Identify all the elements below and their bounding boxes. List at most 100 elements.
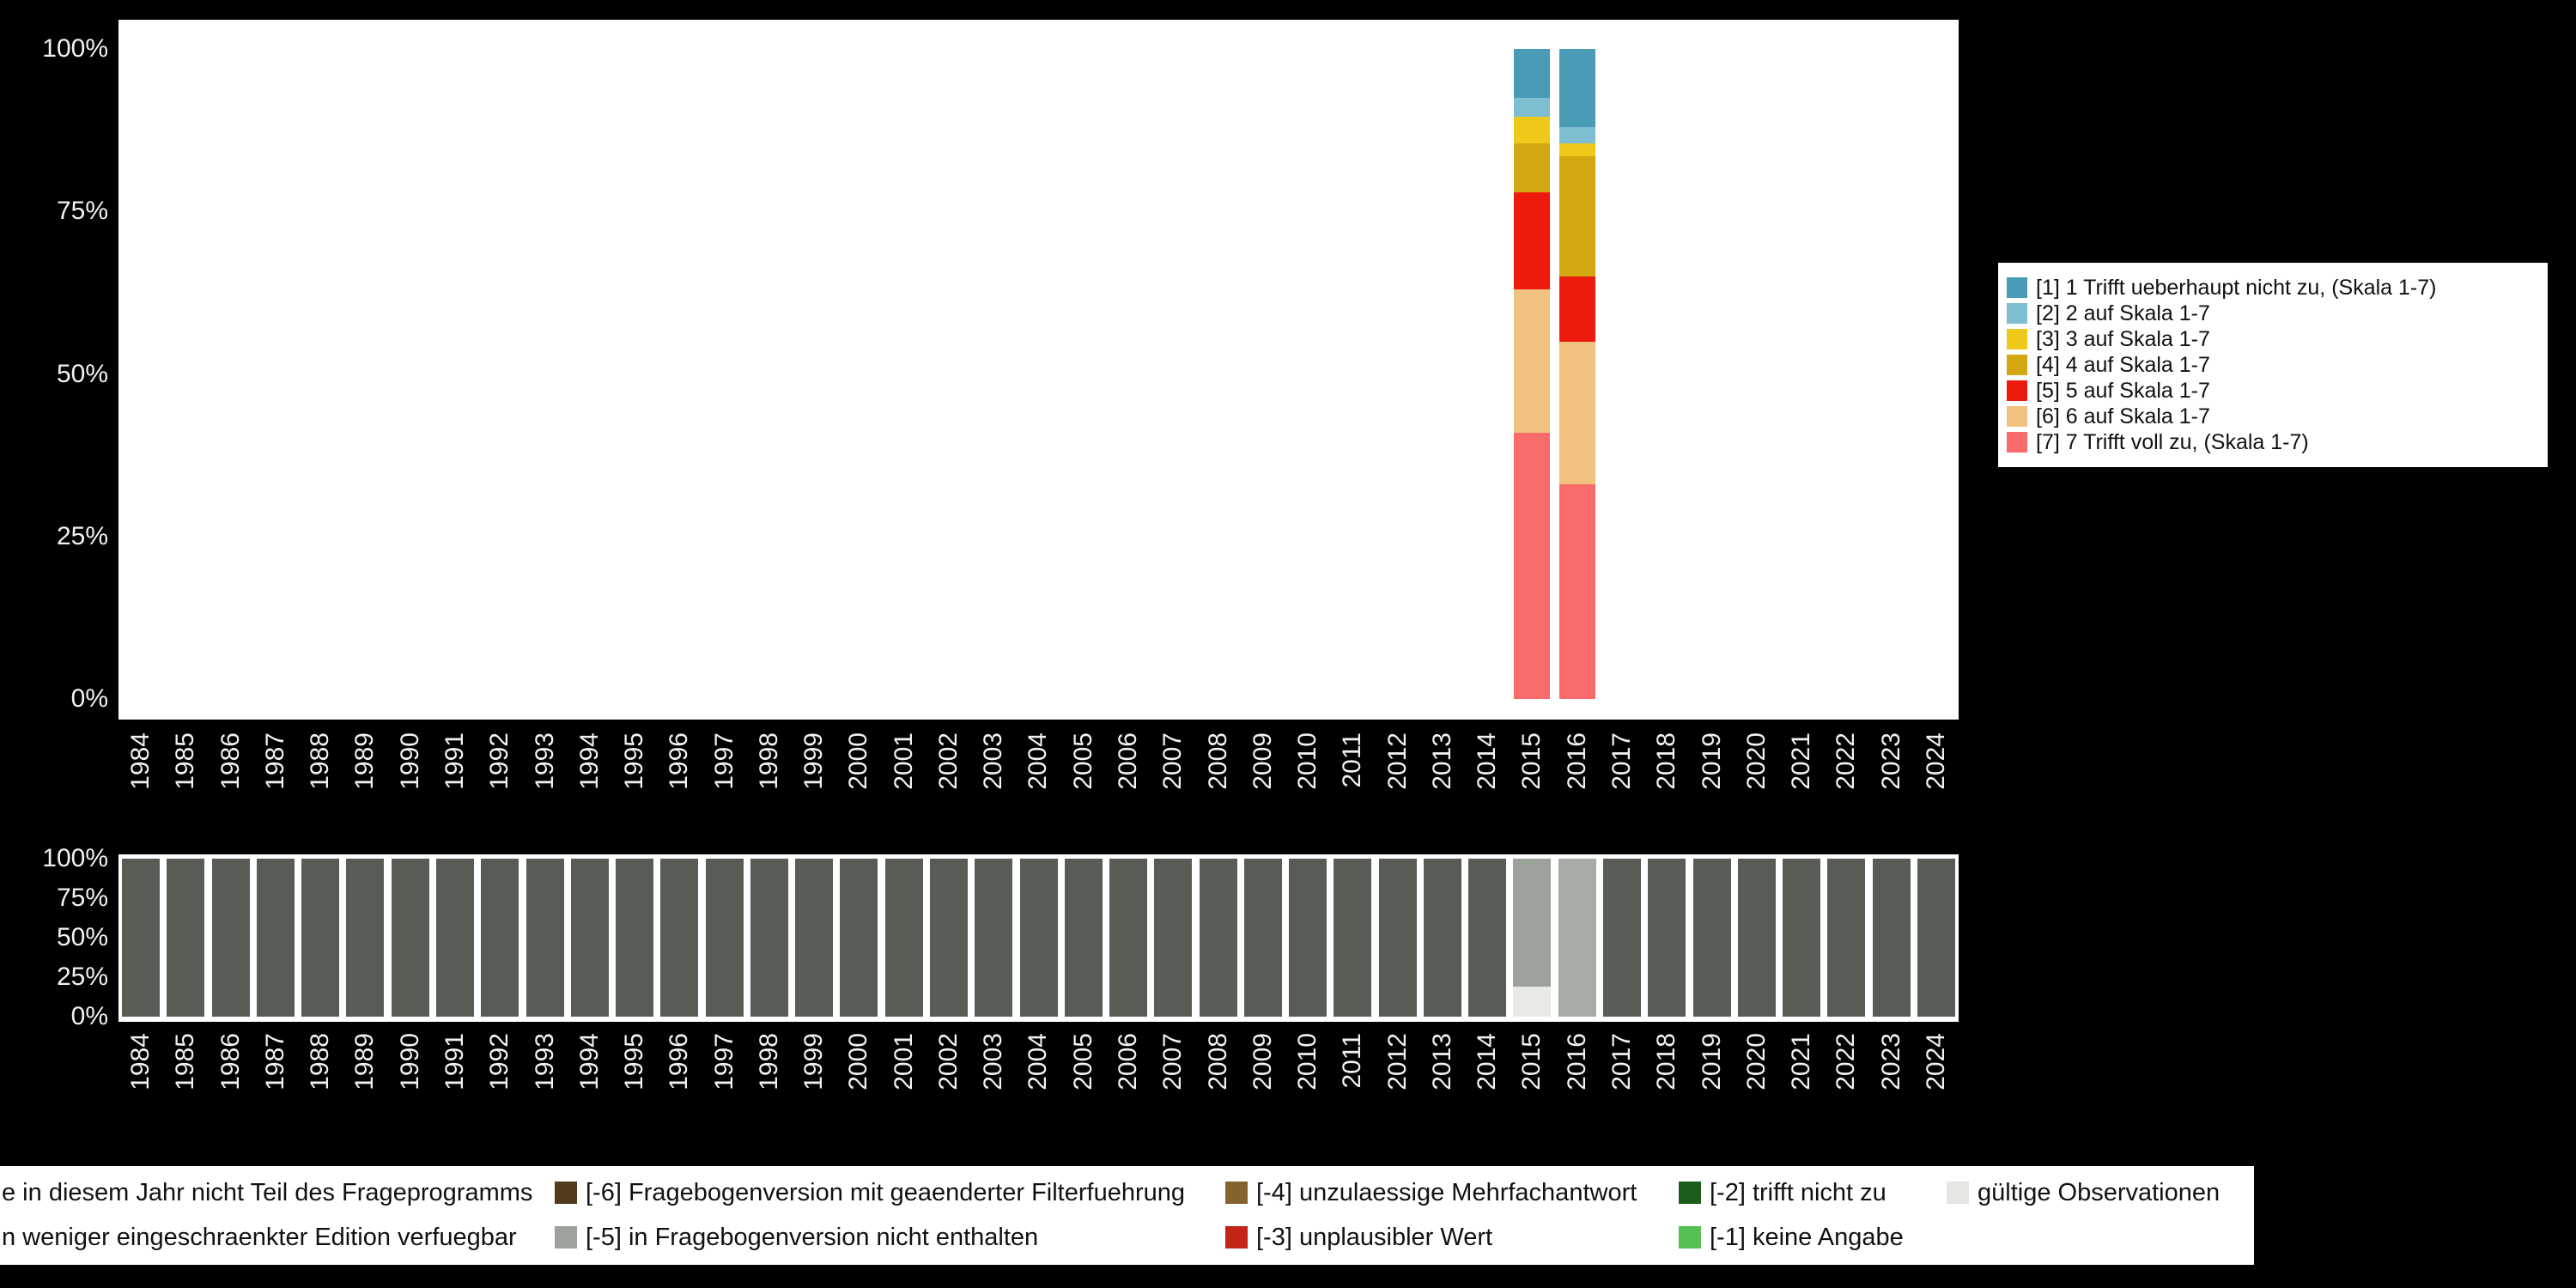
missing-bar-segment-1987[interactable] — [256, 859, 295, 1017]
missing-legend-item: e in diesem Jahr nicht Teil des Fragepro… — [2, 1178, 532, 1207]
x-tick-label: 1986 — [216, 1033, 245, 1091]
missing-bar-segment-1999[interactable] — [795, 859, 834, 1017]
missing-bar-segment-1984[interactable] — [122, 859, 161, 1017]
scale-legend-item: [6] 6 auf Skala 1-7 — [2007, 404, 2539, 429]
missing-bar-segment-2022[interactable] — [1827, 859, 1866, 1017]
distribution-x-tick: 2009 — [1241, 732, 1285, 818]
missing-bar-segment-2013[interactable] — [1423, 859, 1461, 1017]
missing-bar-segment-1988[interactable] — [301, 859, 340, 1017]
missing-bar-segment-1998[interactable] — [750, 859, 788, 1017]
distribution-x-tick: 2003 — [971, 732, 1016, 818]
x-tick-label: 2012 — [1382, 732, 1412, 790]
distribution-bar-segment-2015[interactable] — [1514, 49, 1551, 98]
x-tick-label: 1993 — [530, 732, 559, 790]
missing-bar-segment-2023[interactable] — [1872, 859, 1911, 1017]
missing-bar-segment-2017[interactable] — [1602, 859, 1641, 1017]
missing-legend-item: gültige Observationen — [1947, 1178, 2220, 1207]
distribution-bar-segment-2016[interactable] — [1558, 341, 1595, 485]
missing-bar-segment-2000[interactable] — [840, 859, 878, 1017]
missing-bar-segment-2002[interactable] — [929, 859, 968, 1017]
distribution-x-tick: 2020 — [1735, 732, 1779, 818]
legend-label: [4] 4 auf Skala 1-7 — [2036, 352, 2210, 377]
legend-color-swatch — [2007, 432, 2027, 453]
missing-bar-segment-1996[interactable] — [660, 859, 699, 1017]
legend-color-swatch — [2007, 355, 2027, 375]
missing-bar-segment-2012[interactable] — [1378, 859, 1417, 1017]
x-tick-label: 2024 — [1921, 1033, 1950, 1091]
x-tick-label: 2010 — [1293, 732, 1322, 790]
missing-bar-segment-2018[interactable] — [1648, 859, 1686, 1017]
x-tick-label: 1996 — [665, 732, 694, 790]
missing-x-tick: 2005 — [1061, 1033, 1106, 1119]
distribution-y-tick: 25% — [56, 521, 108, 550]
distribution-x-tick: 1986 — [209, 732, 253, 818]
missing-bar-segment-2004[interactable] — [1019, 859, 1058, 1017]
x-tick-label: 2004 — [1024, 732, 1053, 790]
missing-bar-segment-2015[interactable] — [1513, 859, 1552, 987]
missing-bar-segment-1995[interactable] — [616, 859, 654, 1017]
missing-x-tick: 2024 — [1914, 1033, 1959, 1119]
x-tick-label: 1988 — [306, 1033, 335, 1091]
x-tick-label: 1999 — [799, 1033, 829, 1091]
missing-bar-segment-2001[interactable] — [884, 859, 923, 1017]
distribution-bar-segment-2016[interactable] — [1558, 126, 1595, 143]
distribution-bar-segment-2016[interactable] — [1558, 155, 1595, 276]
x-tick-label: 1991 — [440, 1033, 469, 1091]
missing-bar-segment-1993[interactable] — [526, 859, 564, 1017]
missing-x-tick: 1994 — [568, 1033, 612, 1119]
distribution-x-tick: 1991 — [433, 732, 477, 818]
distribution-bar-segment-2015[interactable] — [1514, 191, 1551, 290]
distribution-x-tick: 1992 — [477, 732, 522, 818]
missing-bar-segment-1991[interactable] — [436, 859, 474, 1017]
missing-bar-segment-2006[interactable] — [1109, 859, 1148, 1017]
distribution-bar-segment-2016[interactable] — [1558, 276, 1595, 342]
missing-y-tick: 25% — [56, 963, 108, 991]
missing-y-tick: 0% — [70, 1002, 108, 1030]
missing-bar-segment-2009[interactable] — [1243, 859, 1282, 1017]
missing-bar-segment-1989[interactable] — [346, 859, 385, 1017]
missing-x-tick: 1985 — [163, 1033, 208, 1119]
legend-label: [-5] in Fragebogenversion nicht enthalte… — [586, 1223, 1039, 1251]
distribution-bar-segment-2015[interactable] — [1514, 143, 1551, 192]
missing-x-tick: 2015 — [1510, 1033, 1554, 1119]
x-tick-label: 2001 — [889, 732, 918, 790]
distribution-bar-segment-2016[interactable] — [1558, 143, 1595, 156]
x-tick-label: 1997 — [709, 1033, 738, 1091]
missing-x-tick: 2016 — [1555, 1033, 1600, 1119]
missing-x-tick: 2010 — [1285, 1033, 1330, 1119]
missing-bar-segment-1992[interactable] — [481, 859, 519, 1017]
scale-legend: [1] 1 Trifft ueberhaupt nicht zu, (Skala… — [1998, 263, 2548, 467]
x-tick-label: 1989 — [350, 732, 380, 790]
x-tick-label: 2020 — [1741, 732, 1771, 790]
missing-x-tick: 2020 — [1735, 1033, 1779, 1119]
distribution-y-tick: 50% — [56, 359, 108, 388]
distribution-bar-segment-2015[interactable] — [1514, 117, 1551, 143]
distribution-bar-segment-2015[interactable] — [1514, 97, 1551, 118]
missing-bar-segment-2024[interactable] — [1917, 859, 1955, 1017]
missing-bar-segment-1985[interactable] — [167, 859, 205, 1017]
missing-bar-segment-2011[interactable] — [1334, 859, 1372, 1017]
missing-bar-segment-1997[interactable] — [705, 859, 744, 1017]
missing-bar-segment-2003[interactable] — [975, 859, 1013, 1017]
missing-bar-segment-2020[interactable] — [1737, 859, 1776, 1017]
distribution-x-tick: 2001 — [882, 732, 927, 818]
missing-bar-segment-2015[interactable] — [1513, 987, 1552, 1017]
missing-bar-segment-1990[interactable] — [391, 859, 429, 1017]
missing-bar-segment-2016[interactable] — [1558, 859, 1596, 1017]
x-tick-label: 2020 — [1741, 1033, 1771, 1091]
distribution-bar-segment-2016[interactable] — [1558, 484, 1595, 699]
distribution-bar-segment-2015[interactable] — [1514, 289, 1551, 433]
missing-bar-segment-1986[interactable] — [211, 859, 250, 1017]
distribution-bar-segment-2015[interactable] — [1514, 432, 1551, 699]
missing-bar-segment-1994[interactable] — [570, 859, 609, 1017]
distribution-bar-segment-2016[interactable] — [1558, 49, 1595, 127]
missing-bar-segment-2021[interactable] — [1783, 859, 1821, 1017]
legend-color-swatch — [1225, 1226, 1248, 1249]
missing-bar-segment-2005[interactable] — [1064, 859, 1103, 1017]
missing-bar-segment-2019[interactable] — [1692, 859, 1731, 1017]
missing-bar-segment-2014[interactable] — [1468, 859, 1507, 1017]
x-tick-label: 2010 — [1293, 1033, 1322, 1091]
missing-bar-segment-2007[interactable] — [1154, 859, 1193, 1017]
missing-bar-segment-2008[interactable] — [1199, 859, 1237, 1017]
missing-bar-segment-2010[interactable] — [1289, 859, 1327, 1017]
